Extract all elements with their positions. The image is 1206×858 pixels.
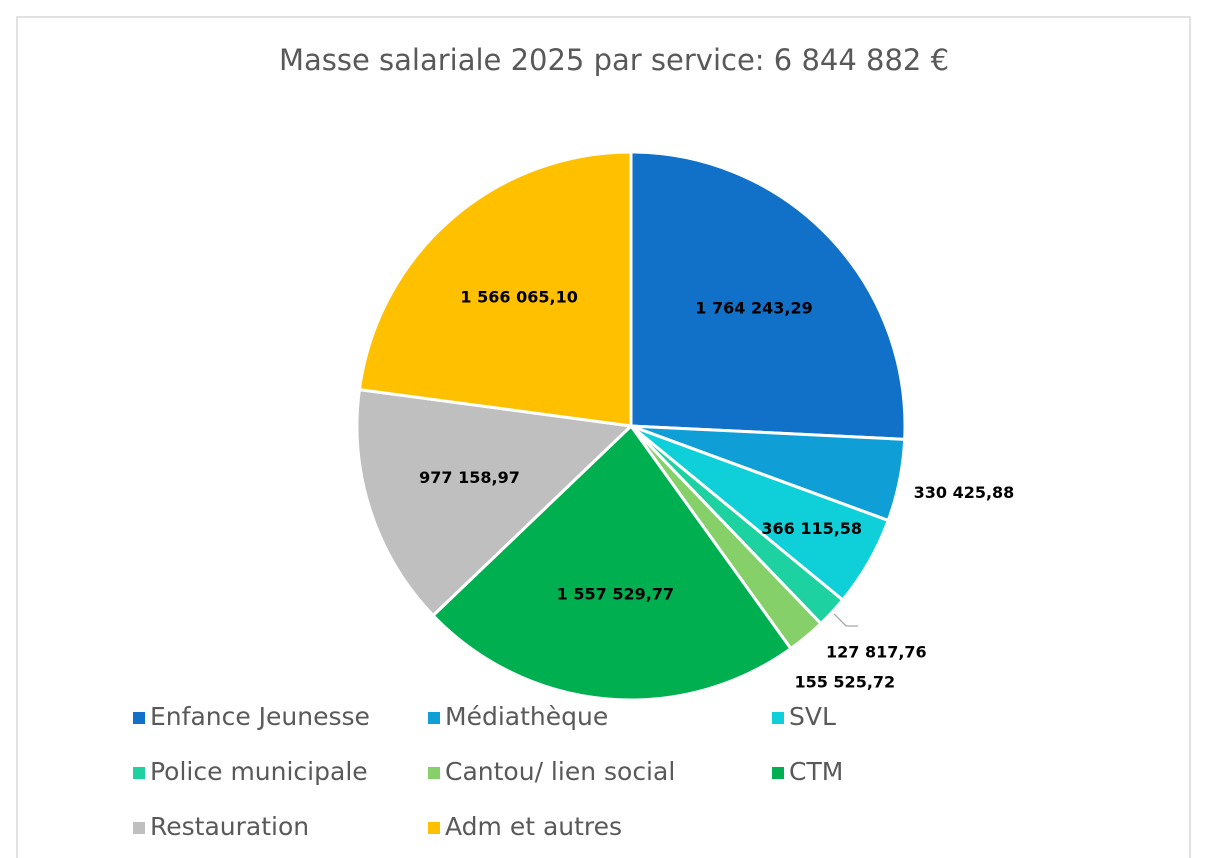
- legend-label: CTM: [789, 757, 843, 786]
- data-label: 1 557 529,77: [557, 585, 674, 604]
- data-label: 1 566 065,10: [460, 288, 577, 307]
- legend-label: Médiathèque: [445, 702, 608, 731]
- legend-swatch: [133, 767, 145, 779]
- legend-swatch: [133, 712, 145, 724]
- legend-label: Cantou/ lien social: [445, 757, 675, 786]
- data-label: 977 158,97: [419, 468, 520, 487]
- chart-title: Masse salariale 2025 par service: 6 844 …: [279, 43, 949, 77]
- legend-label: Police municipale: [150, 757, 368, 786]
- data-label: 127 817,76: [826, 643, 927, 662]
- legend-swatch: [428, 767, 440, 779]
- legend-swatch: [428, 712, 440, 724]
- legend-label: Enfance Jeunesse: [150, 702, 370, 731]
- legend-swatch: [772, 712, 784, 724]
- pie-slice: [357, 150, 633, 428]
- data-label: 366 115,58: [761, 519, 862, 538]
- data-label: 1 764 243,29: [695, 298, 812, 317]
- data-label: 155 525,72: [794, 672, 895, 691]
- legend-swatch: [133, 822, 145, 834]
- legend-swatch: [428, 822, 440, 834]
- pie-slice: [629, 150, 907, 441]
- legend-label: Adm et autres: [445, 812, 622, 841]
- legend-label: Restauration: [150, 812, 309, 841]
- legend-swatch: [772, 767, 784, 779]
- data-label: 330 425,88: [914, 483, 1015, 502]
- legend-label: SVL: [789, 702, 836, 731]
- pie-slice: [430, 423, 793, 702]
- pie-slice: [355, 387, 635, 618]
- leader-line: [833, 613, 859, 627]
